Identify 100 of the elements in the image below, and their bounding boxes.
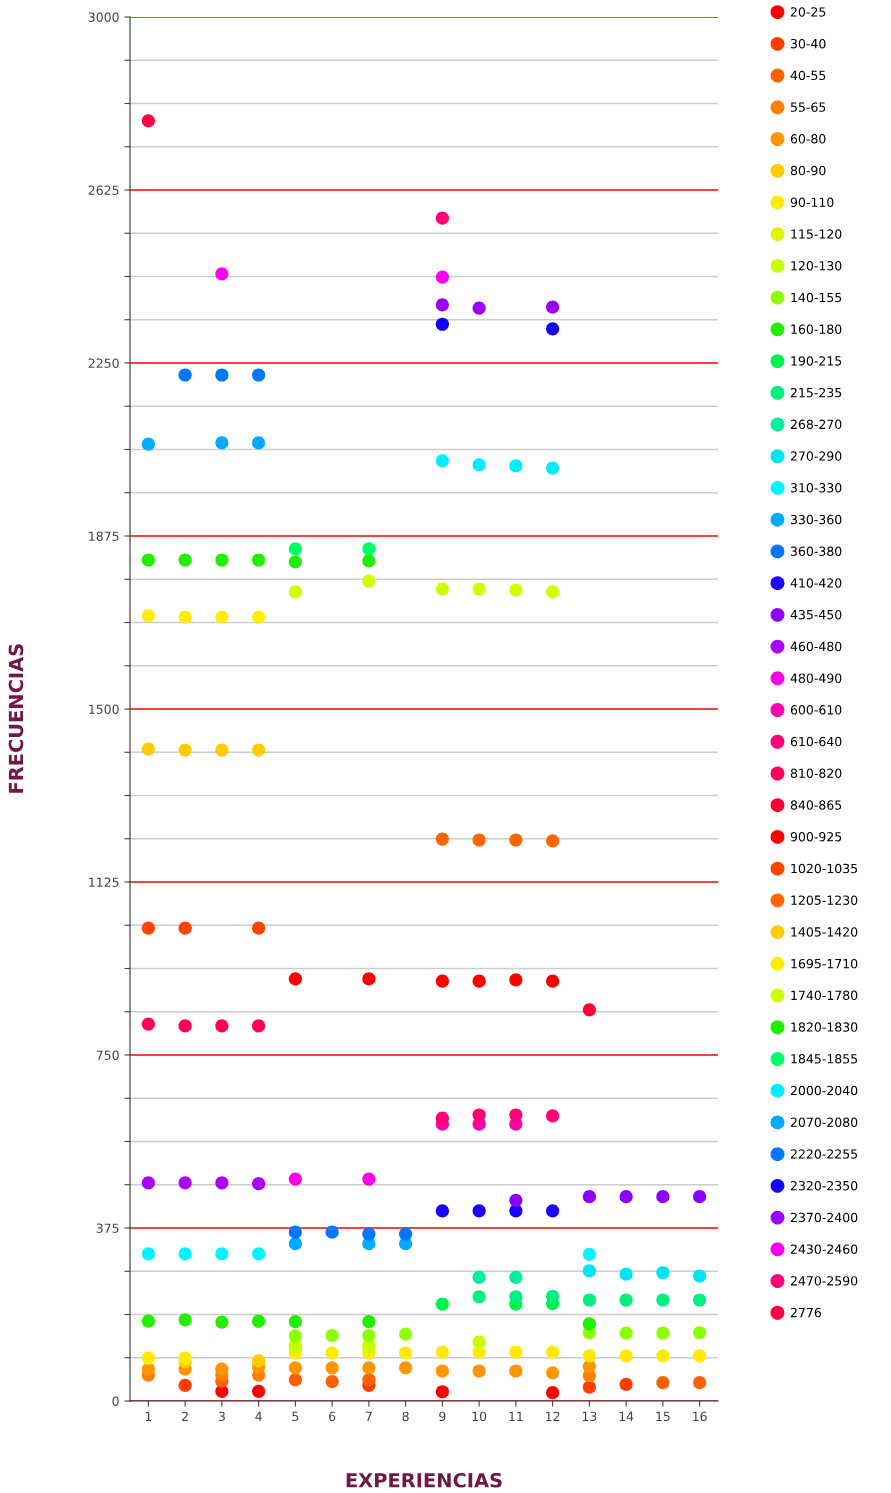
point bbox=[472, 582, 486, 596]
point bbox=[215, 553, 229, 567]
point bbox=[325, 1328, 339, 1343]
legend-label: 1695-1710 bbox=[791, 958, 858, 969]
legend-label: 2000-2040 bbox=[790, 1085, 858, 1096]
legend-label: 480-490 bbox=[790, 673, 842, 683]
point bbox=[252, 436, 266, 450]
point bbox=[582, 1190, 596, 1204]
point bbox=[546, 585, 560, 599]
point bbox=[141, 921, 155, 935]
point bbox=[546, 1204, 560, 1218]
point bbox=[546, 834, 560, 848]
x-axis-title: EXPERIENCIAS bbox=[346, 1472, 502, 1488]
legend-label: 115-120 bbox=[791, 229, 842, 239]
point bbox=[399, 1346, 413, 1360]
point bbox=[399, 1227, 413, 1241]
x-tick-label: 6 bbox=[329, 1411, 336, 1422]
point bbox=[215, 1176, 229, 1190]
x-tick-label: 1 bbox=[145, 1411, 152, 1421]
point bbox=[325, 1225, 339, 1239]
legend-label: 2320-2350 bbox=[790, 1180, 858, 1191]
point bbox=[252, 921, 266, 935]
point bbox=[509, 833, 523, 847]
point bbox=[178, 610, 192, 624]
x-tick-label: 3 bbox=[218, 1411, 225, 1422]
point bbox=[546, 1109, 560, 1123]
point bbox=[582, 1317, 596, 1331]
point bbox=[693, 1326, 707, 1340]
point bbox=[435, 1297, 449, 1311]
legend-label: 2776 bbox=[790, 1307, 822, 1318]
point bbox=[693, 1349, 707, 1363]
point bbox=[509, 1193, 523, 1207]
legend-label: 840-865 bbox=[790, 800, 842, 810]
x-tick-label: 7 bbox=[365, 1411, 372, 1421]
point bbox=[472, 458, 486, 472]
legend-label: 2220-2255 bbox=[790, 1149, 858, 1159]
point bbox=[435, 454, 449, 468]
x-tick-label: 8 bbox=[402, 1411, 409, 1422]
point bbox=[178, 1247, 192, 1261]
point bbox=[435, 1385, 449, 1399]
point bbox=[472, 301, 486, 315]
point bbox=[325, 1375, 339, 1389]
x-tick-label: 15 bbox=[656, 1411, 670, 1422]
point bbox=[215, 1362, 229, 1376]
legend-label: 270-290 bbox=[790, 451, 842, 461]
point bbox=[362, 1361, 376, 1375]
y-tick-label: 750 bbox=[96, 1050, 119, 1060]
legend-label: 40-55 bbox=[790, 70, 826, 81]
point bbox=[546, 1345, 560, 1359]
point bbox=[215, 436, 229, 450]
legend-label: 1020-1035 bbox=[791, 863, 858, 874]
point bbox=[288, 1225, 302, 1239]
y-tick-label: 375 bbox=[96, 1223, 119, 1233]
point bbox=[288, 1329, 302, 1343]
point bbox=[362, 1227, 376, 1241]
point bbox=[141, 609, 155, 623]
point bbox=[288, 555, 302, 569]
point bbox=[178, 1313, 192, 1327]
point bbox=[435, 298, 449, 312]
point bbox=[362, 1172, 376, 1186]
point bbox=[582, 1247, 596, 1261]
x-tick-label: 14 bbox=[619, 1411, 634, 1421]
point bbox=[141, 1017, 155, 1031]
point bbox=[215, 1019, 229, 1033]
point bbox=[141, 1351, 155, 1365]
point bbox=[288, 1361, 302, 1375]
legend-label: 610-640 bbox=[790, 736, 842, 747]
point bbox=[288, 1172, 302, 1186]
point bbox=[141, 1362, 155, 1376]
x-tick-label: 13 bbox=[582, 1411, 597, 1422]
point bbox=[472, 833, 486, 847]
point bbox=[693, 1293, 707, 1307]
legend-label: 90-110 bbox=[790, 197, 834, 208]
y-tick-label: 3000 bbox=[88, 12, 119, 22]
legend-label: 190-215 bbox=[791, 356, 842, 366]
point bbox=[582, 1003, 596, 1017]
point bbox=[509, 973, 523, 987]
point bbox=[252, 368, 266, 382]
point bbox=[399, 1327, 413, 1341]
point bbox=[619, 1190, 633, 1204]
point bbox=[546, 461, 560, 475]
point bbox=[178, 1378, 192, 1392]
legend-label: 410-420 bbox=[790, 578, 842, 588]
point bbox=[288, 1315, 302, 1329]
point bbox=[215, 1315, 229, 1329]
point bbox=[582, 1264, 596, 1278]
point bbox=[509, 583, 523, 597]
point bbox=[546, 322, 560, 336]
point bbox=[619, 1267, 633, 1281]
point bbox=[546, 1386, 560, 1400]
legend-label: 140-155 bbox=[791, 292, 842, 303]
point bbox=[178, 368, 192, 382]
y-axis-title: FRECUENCIAS bbox=[8, 644, 24, 793]
point bbox=[472, 1108, 486, 1122]
point bbox=[693, 1375, 707, 1390]
legend-label: 120-130 bbox=[791, 261, 842, 271]
point bbox=[325, 1346, 339, 1360]
legend-label: 435-450 bbox=[790, 609, 842, 620]
point bbox=[435, 832, 449, 846]
point bbox=[472, 1290, 486, 1304]
